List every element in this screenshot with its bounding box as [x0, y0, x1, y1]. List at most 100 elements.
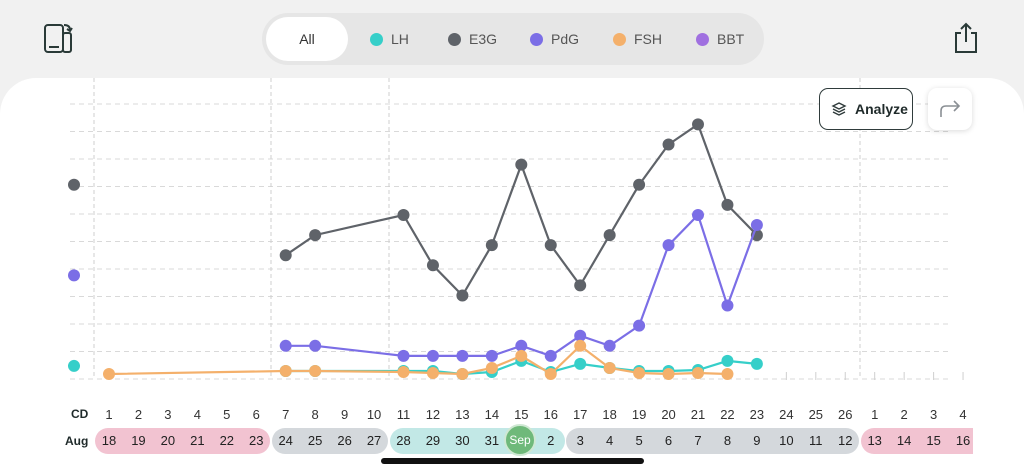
data-point-lh — [721, 354, 734, 367]
phone-rotate-icon[interactable] — [40, 20, 76, 56]
cycle-day-label: 4 — [959, 407, 967, 422]
cycle-day-label: 1 — [871, 407, 879, 422]
phase-band-luteal — [566, 428, 860, 454]
date-cell[interactable]: 20 — [160, 433, 176, 448]
data-point-lh — [574, 357, 587, 370]
data-point-e3g — [574, 279, 587, 292]
date-cell[interactable]: 28 — [396, 433, 411, 448]
date-cell[interactable]: 5 — [635, 433, 643, 448]
date-cell[interactable]: 2 — [547, 433, 555, 448]
date-cell[interactable]: 24 — [278, 433, 293, 448]
date-cell[interactable]: 31 — [484, 433, 500, 448]
today-date-badge[interactable]: Sep — [504, 424, 536, 456]
top-bar: All LH E3G PdG FSH BBT — [0, 0, 1024, 78]
data-point-e3g — [309, 229, 322, 242]
cycle-day-label: 25 — [808, 407, 824, 422]
data-point-pdg — [397, 349, 410, 362]
data-point-pdg — [574, 329, 587, 342]
cycle-day-label: 21 — [690, 407, 706, 422]
data-point-pdg — [750, 219, 763, 232]
offscreen-point-lh — [68, 359, 80, 372]
date-cell[interactable]: 26 — [337, 433, 352, 448]
date-cell[interactable]: 23 — [249, 433, 264, 448]
data-point-fsh — [103, 367, 115, 380]
date-cell[interactable]: 4 — [606, 433, 614, 448]
cycle-day-label: 17 — [572, 407, 588, 422]
date-cell[interactable]: 3 — [576, 433, 584, 448]
data-point-fsh — [397, 365, 410, 378]
data-point-fsh — [721, 367, 734, 380]
cycle-day-label: 3 — [164, 407, 172, 422]
forward-button[interactable] — [928, 88, 972, 130]
date-cell[interactable]: 15 — [926, 433, 941, 448]
data-point-pdg — [515, 339, 528, 352]
date-cell[interactable]: 11 — [809, 433, 823, 448]
series-filter: All LH E3G PdG FSH BBT — [262, 13, 764, 65]
share-upload-icon[interactable] — [948, 20, 984, 56]
analyze-button[interactable]: Analyze — [819, 88, 913, 130]
date-cell[interactable]: 22 — [219, 433, 235, 448]
date-cell[interactable]: 12 — [838, 433, 853, 448]
data-point-fsh — [662, 367, 675, 380]
cycle-day-label: 2 — [900, 407, 908, 422]
date-cell[interactable]: 27 — [366, 433, 382, 448]
date-cell[interactable]: 10 — [779, 433, 794, 448]
cycle-day-label: 6 — [252, 407, 260, 422]
data-point-fsh — [515, 349, 528, 362]
filter-pdg[interactable]: PdG — [530, 17, 579, 61]
cycle-day-label: 23 — [749, 407, 765, 422]
data-point-e3g — [456, 289, 469, 302]
data-point-e3g — [633, 178, 646, 191]
analyze-label: Analyze — [855, 101, 908, 117]
data-point-fsh — [692, 366, 704, 379]
date-cell[interactable]: 8 — [723, 433, 732, 448]
data-point-e3g — [544, 239, 557, 252]
filter-fsh[interactable]: FSH — [613, 17, 662, 61]
cycle-day-label: 7 — [282, 407, 290, 422]
data-point-pdg — [426, 349, 439, 362]
series-line-e3g — [285, 122, 758, 298]
cycle-day-label: 10 — [366, 407, 382, 422]
offscreen-point-e3g — [68, 178, 80, 191]
filter-lh[interactable]: LH — [370, 17, 409, 61]
data-point-fsh — [456, 367, 469, 380]
date-cell[interactable]: 13 — [867, 433, 882, 448]
filter-all-label: All — [299, 31, 315, 47]
date-cell[interactable]: 21 — [190, 433, 205, 448]
data-point-pdg — [721, 299, 734, 312]
date-cell[interactable]: 25 — [307, 433, 323, 448]
cycle-day-label: 11 — [396, 407, 411, 422]
hormone-chart[interactable] — [0, 78, 1024, 388]
data-point-fsh — [603, 361, 616, 374]
data-point-pdg — [662, 239, 675, 252]
cd-row-label: CD — [71, 407, 89, 421]
date-cell[interactable]: 19 — [131, 433, 146, 448]
data-point-fsh — [309, 364, 322, 377]
cycle-day-label: 14 — [484, 407, 500, 422]
data-point-e3g — [692, 118, 704, 131]
filter-e3g[interactable]: E3G — [448, 17, 497, 61]
date-cell[interactable]: 30 — [455, 433, 470, 448]
date-cell[interactable]: 14 — [896, 433, 912, 448]
date-cell[interactable]: 18 — [101, 433, 117, 448]
phase-band-period — [860, 428, 973, 454]
filter-lh-label: LH — [391, 31, 409, 47]
phase-band-period — [95, 428, 271, 454]
date-cell[interactable]: 6 — [664, 433, 673, 448]
data-point-lh — [750, 357, 763, 370]
filter-bbt[interactable]: BBT — [696, 17, 744, 61]
date-cell[interactable]: 9 — [753, 433, 761, 448]
filter-pdg-label: PdG — [551, 31, 580, 47]
cycle-day-label: 5 — [223, 407, 231, 422]
date-cell[interactable]: 29 — [425, 433, 441, 448]
data-point-fsh — [485, 361, 498, 374]
date-cell[interactable]: 7 — [694, 433, 702, 448]
data-point-e3g — [721, 198, 734, 211]
cycle-day-label: 16 — [543, 407, 558, 422]
pdg-dot-icon — [530, 32, 543, 46]
date-cell[interactable]: 16 — [955, 433, 971, 448]
chart-panel — [0, 78, 1024, 473]
filter-all[interactable]: All — [266, 17, 348, 61]
cycle-day-label: 4 — [193, 407, 201, 422]
cycle-day-label: 15 — [514, 407, 529, 422]
